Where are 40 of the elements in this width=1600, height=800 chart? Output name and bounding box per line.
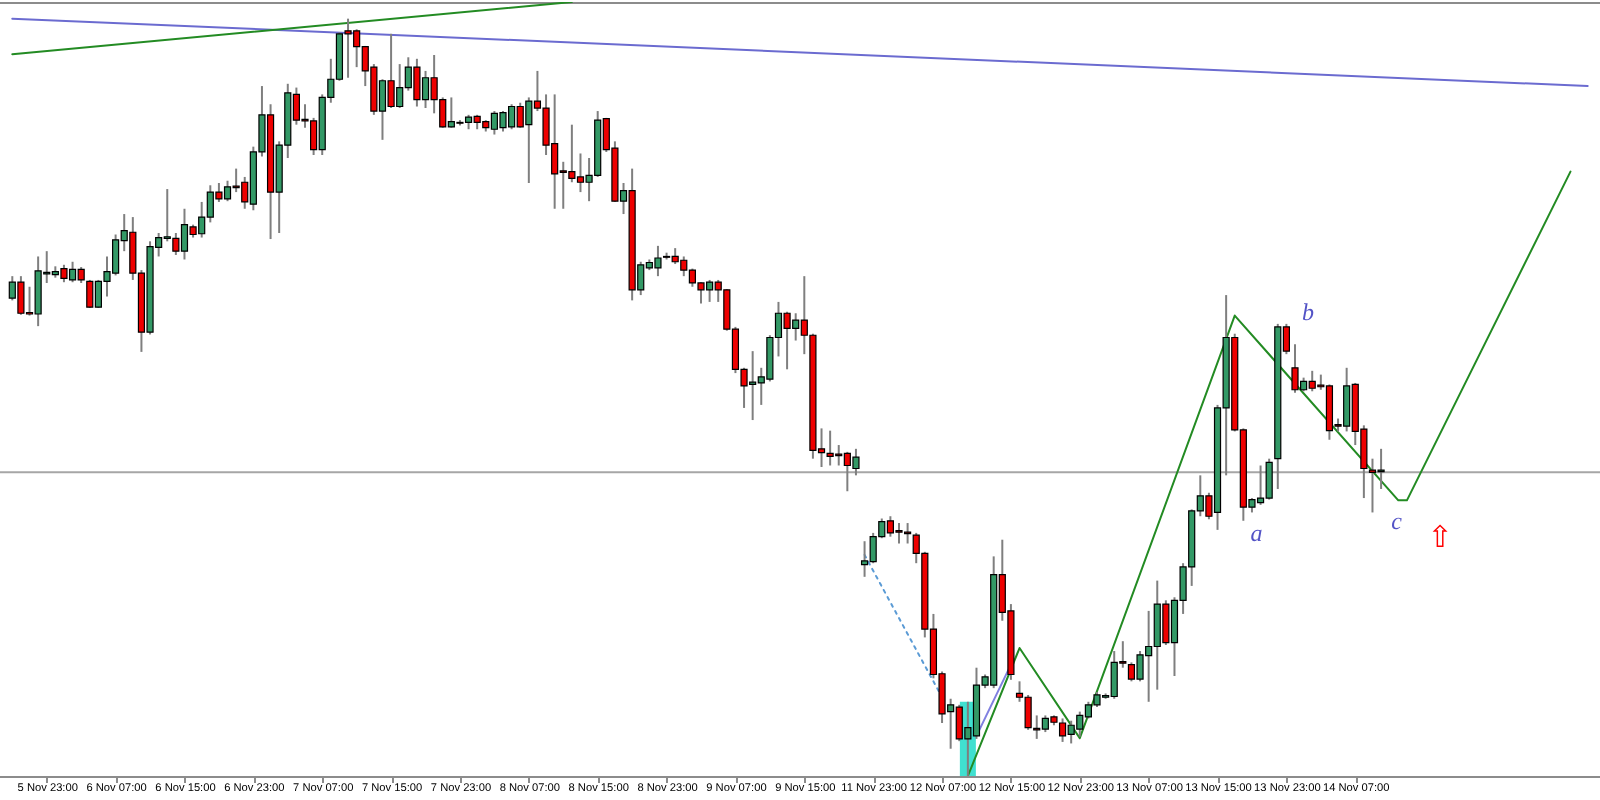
- candlestick: [516, 101, 524, 129]
- candlestick: [860, 540, 869, 578]
- annotation: a: [1250, 518, 1263, 547]
- candlestick: [387, 32, 395, 110]
- candlestick: [680, 255, 688, 278]
- candlestick: [180, 207, 189, 261]
- candlestick: [34, 255, 42, 328]
- candlestick: [1076, 710, 1084, 738]
- candlestick: [1136, 650, 1144, 683]
- candlestick: [1067, 719, 1075, 745]
- candlestick: [826, 429, 834, 467]
- annotation: b: [1302, 297, 1314, 326]
- candlestick: [1256, 464, 1265, 506]
- candlestick: [1127, 661, 1136, 683]
- candlestick: [852, 447, 860, 477]
- candlestick: [895, 522, 903, 545]
- annotation: c: [1391, 506, 1404, 535]
- candlestick: [1308, 369, 1316, 393]
- candlestick: [17, 275, 25, 316]
- candlestick: [68, 260, 77, 284]
- annotation: ⇧: [1427, 518, 1453, 555]
- candlestick: [1058, 717, 1067, 743]
- candlestick: [654, 244, 662, 278]
- candlestick: [223, 179, 232, 203]
- candlestick: [344, 17, 352, 79]
- candlestick: [86, 278, 94, 309]
- candlestick: [576, 152, 585, 194]
- candlestick: [1325, 383, 1334, 441]
- candlestick: [568, 123, 576, 184]
- candlestick: [1265, 457, 1273, 501]
- candlestick: [1110, 650, 1118, 700]
- candlestick: [1291, 343, 1299, 394]
- candlestick: [413, 57, 421, 108]
- candlestick: [421, 69, 430, 110]
- candlestick: [1162, 599, 1170, 646]
- candlestick: [499, 110, 507, 133]
- candlestick: [783, 310, 791, 371]
- candlestick: [525, 96, 533, 184]
- candlestick: [1377, 447, 1385, 490]
- candlestick: [172, 231, 180, 256]
